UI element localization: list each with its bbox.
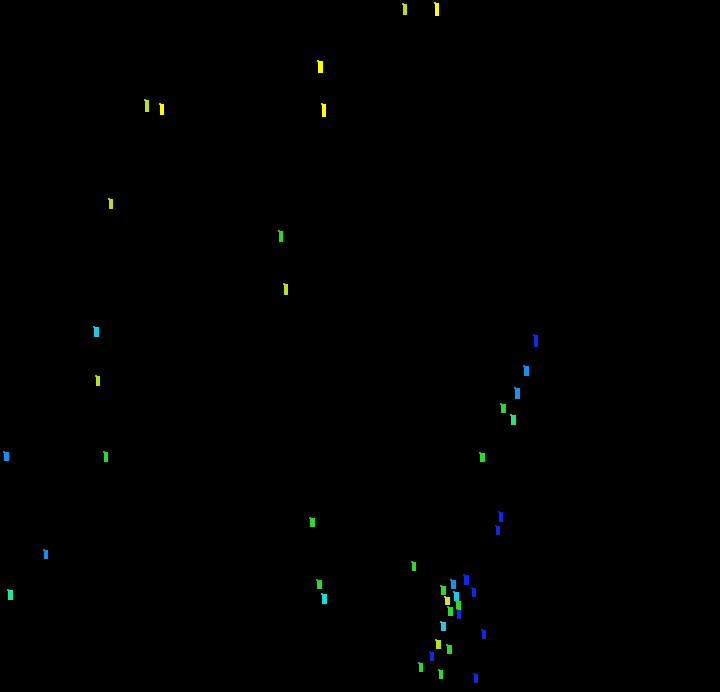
scatter-point xyxy=(510,414,516,425)
scatter-point xyxy=(144,99,149,112)
scatter-point xyxy=(533,334,538,347)
scatter-point xyxy=(402,3,407,15)
scatter-point xyxy=(523,365,529,376)
scatter-point xyxy=(447,606,453,616)
scatter-point xyxy=(309,517,315,527)
scatter-point xyxy=(500,403,506,413)
scatter-point xyxy=(435,639,441,649)
scatter-point xyxy=(93,326,99,337)
scatter-point xyxy=(321,593,327,604)
scatter-point xyxy=(471,587,476,597)
scatter-point xyxy=(495,525,500,535)
scatter-point xyxy=(278,230,283,242)
scatter-point xyxy=(418,662,423,672)
scatter-point xyxy=(103,451,108,462)
scatter-point xyxy=(514,387,520,399)
scatter-point xyxy=(440,621,446,631)
scatter-point xyxy=(43,549,48,559)
scatter-point xyxy=(434,2,439,16)
scatter-point xyxy=(108,198,113,209)
scatter-point xyxy=(7,589,13,600)
scatter-point xyxy=(481,629,486,639)
scatter-point xyxy=(456,609,461,619)
scatter-point xyxy=(3,451,9,461)
scatter-point xyxy=(444,596,450,605)
scatter-point xyxy=(498,511,503,522)
scatter-point xyxy=(95,375,100,386)
scatter-point xyxy=(463,574,469,585)
scatter-point xyxy=(411,561,416,571)
scatter-point xyxy=(446,644,452,654)
scatter-point xyxy=(479,452,485,462)
scatter-point xyxy=(429,651,434,661)
scatter-point xyxy=(455,600,461,610)
scatter-point xyxy=(321,103,326,117)
scatter-point xyxy=(283,283,288,295)
scatter-point xyxy=(440,585,446,595)
scatter-point xyxy=(438,669,443,679)
scatter-point xyxy=(473,673,478,683)
scatter-point xyxy=(450,579,456,589)
scatter-point xyxy=(159,103,164,115)
scatter-point xyxy=(317,60,323,73)
scatter-point xyxy=(316,579,322,589)
scatter-point xyxy=(453,591,459,601)
